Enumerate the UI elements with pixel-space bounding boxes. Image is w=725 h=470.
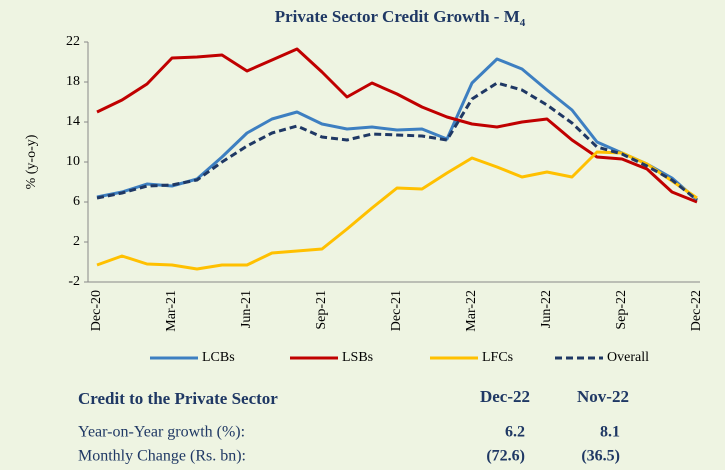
x-tick-label: Dec-20 xyxy=(89,290,104,331)
x-tick-label: Mar-22 xyxy=(464,290,479,332)
legend-label: LFCs xyxy=(482,350,513,365)
table-title: Credit to the Private Sector xyxy=(78,389,278,408)
y-tick-label: 14 xyxy=(66,114,80,129)
title-subscript: 4 xyxy=(520,17,526,29)
row-label: Monthly Change (Rs. bn): xyxy=(78,448,246,465)
y-axis-label: % (y-o-y) xyxy=(24,134,39,189)
x-tick-label: Dec-22 xyxy=(689,290,704,331)
chart-title: Private Sector Credit Growth - M4 xyxy=(275,7,526,29)
legend-label: LCBs xyxy=(202,350,235,365)
cell: (72.6) xyxy=(486,448,525,465)
x-tick-label: Mar-21 xyxy=(164,290,179,332)
row-label: Year-on-Year growth (%): xyxy=(78,424,245,441)
y-tick-label: 6 xyxy=(73,194,80,209)
table-column: Dec-22 xyxy=(480,387,530,406)
legend-label: LSBs xyxy=(342,350,373,365)
series-line xyxy=(96,47,698,204)
title-text: Private Sector Credit Growth - M xyxy=(275,7,520,26)
x-tick-label: Jun-22 xyxy=(539,290,554,328)
x-tick-label: Sep-21 xyxy=(314,290,329,330)
x-tick-label: Jun-21 xyxy=(239,290,254,328)
y-tick-label: 2 xyxy=(73,234,80,249)
y-tick-label: 10 xyxy=(66,154,80,169)
legend-label: Overall xyxy=(607,350,649,365)
series-line xyxy=(96,150,698,271)
y-tick-label: 18 xyxy=(66,74,80,89)
series-line xyxy=(96,57,698,202)
y-tick-label: 22 xyxy=(66,34,80,49)
cell: 6.2 xyxy=(505,424,525,441)
cell: 8.1 xyxy=(600,424,620,441)
series-line xyxy=(96,81,698,202)
table-column: Nov-22 xyxy=(577,387,629,406)
x-tick-label: Dec-21 xyxy=(389,290,404,331)
y-tick-label: -2 xyxy=(68,274,80,289)
cell: (36.5) xyxy=(581,448,620,465)
x-tick-label: Sep-22 xyxy=(614,290,629,330)
